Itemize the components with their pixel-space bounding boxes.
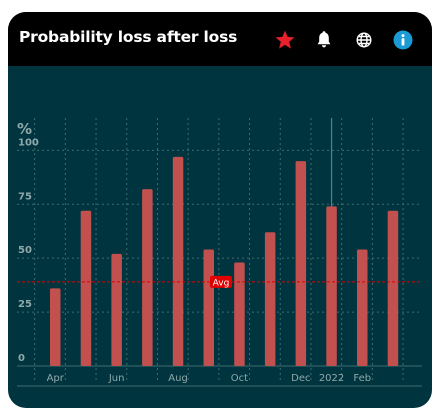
bar-jul[interactable] bbox=[142, 189, 153, 366]
y-tick-label: 75 bbox=[18, 191, 32, 202]
star-icon[interactable] bbox=[274, 29, 296, 51]
card-header: Probability loss after loss bbox=[8, 12, 432, 66]
chart-card: Probability loss after loss bbox=[8, 12, 432, 408]
bell-icon[interactable] bbox=[313, 29, 335, 51]
y-tick-label: 50 bbox=[18, 245, 32, 256]
y-tick-label: 100 bbox=[18, 137, 39, 148]
bar-may[interactable] bbox=[80, 210, 92, 366]
bar-apr[interactable] bbox=[50, 288, 61, 366]
x-tick-label: Dec bbox=[291, 373, 310, 384]
bar-sep[interactable] bbox=[203, 249, 215, 366]
bar-feb[interactable] bbox=[357, 249, 368, 366]
average-badge bbox=[210, 275, 232, 288]
x-tick-label: Oct bbox=[231, 373, 248, 384]
globe-icon[interactable] bbox=[353, 29, 375, 51]
bar-jun[interactable] bbox=[111, 253, 122, 366]
y-tick-label: 25 bbox=[18, 299, 32, 310]
bar-mar[interactable] bbox=[387, 210, 399, 366]
bar-oct[interactable] bbox=[234, 262, 245, 366]
bar-chart: Avg % 0 25 50 75 100 Apr Jun Aug Oct Dec 2022 Feb bbox=[8, 66, 432, 408]
average-label: Avg bbox=[213, 278, 230, 288]
bar-nov[interactable] bbox=[264, 232, 276, 366]
chart-title: Probability loss after loss bbox=[19, 28, 238, 46]
x-tick-label: Aug bbox=[168, 373, 188, 384]
info-icon[interactable] bbox=[392, 29, 414, 51]
average-marker: Avg bbox=[17, 275, 422, 288]
grid-lines bbox=[17, 118, 422, 387]
x-tick-label: Apr bbox=[47, 373, 65, 384]
x-tick-label: Jun bbox=[108, 373, 125, 384]
bar-2022[interactable] bbox=[326, 206, 337, 366]
x-tick-label: Feb bbox=[353, 373, 371, 384]
bars bbox=[50, 156, 399, 366]
y-axis-unit-label: % bbox=[17, 120, 32, 138]
chart-canvas: Avg % 0 25 50 75 100 Apr Jun Aug Oct Dec 2022 Feb bbox=[17, 118, 422, 387]
bar-dec[interactable] bbox=[295, 161, 307, 366]
bar-aug[interactable] bbox=[172, 156, 184, 366]
axes: % 0 25 50 75 100 Apr Jun Aug Oct Dec 2022 Feb bbox=[17, 120, 371, 384]
x-tick-label: 2022 bbox=[319, 373, 344, 384]
y-tick-label: 0 bbox=[18, 353, 25, 364]
